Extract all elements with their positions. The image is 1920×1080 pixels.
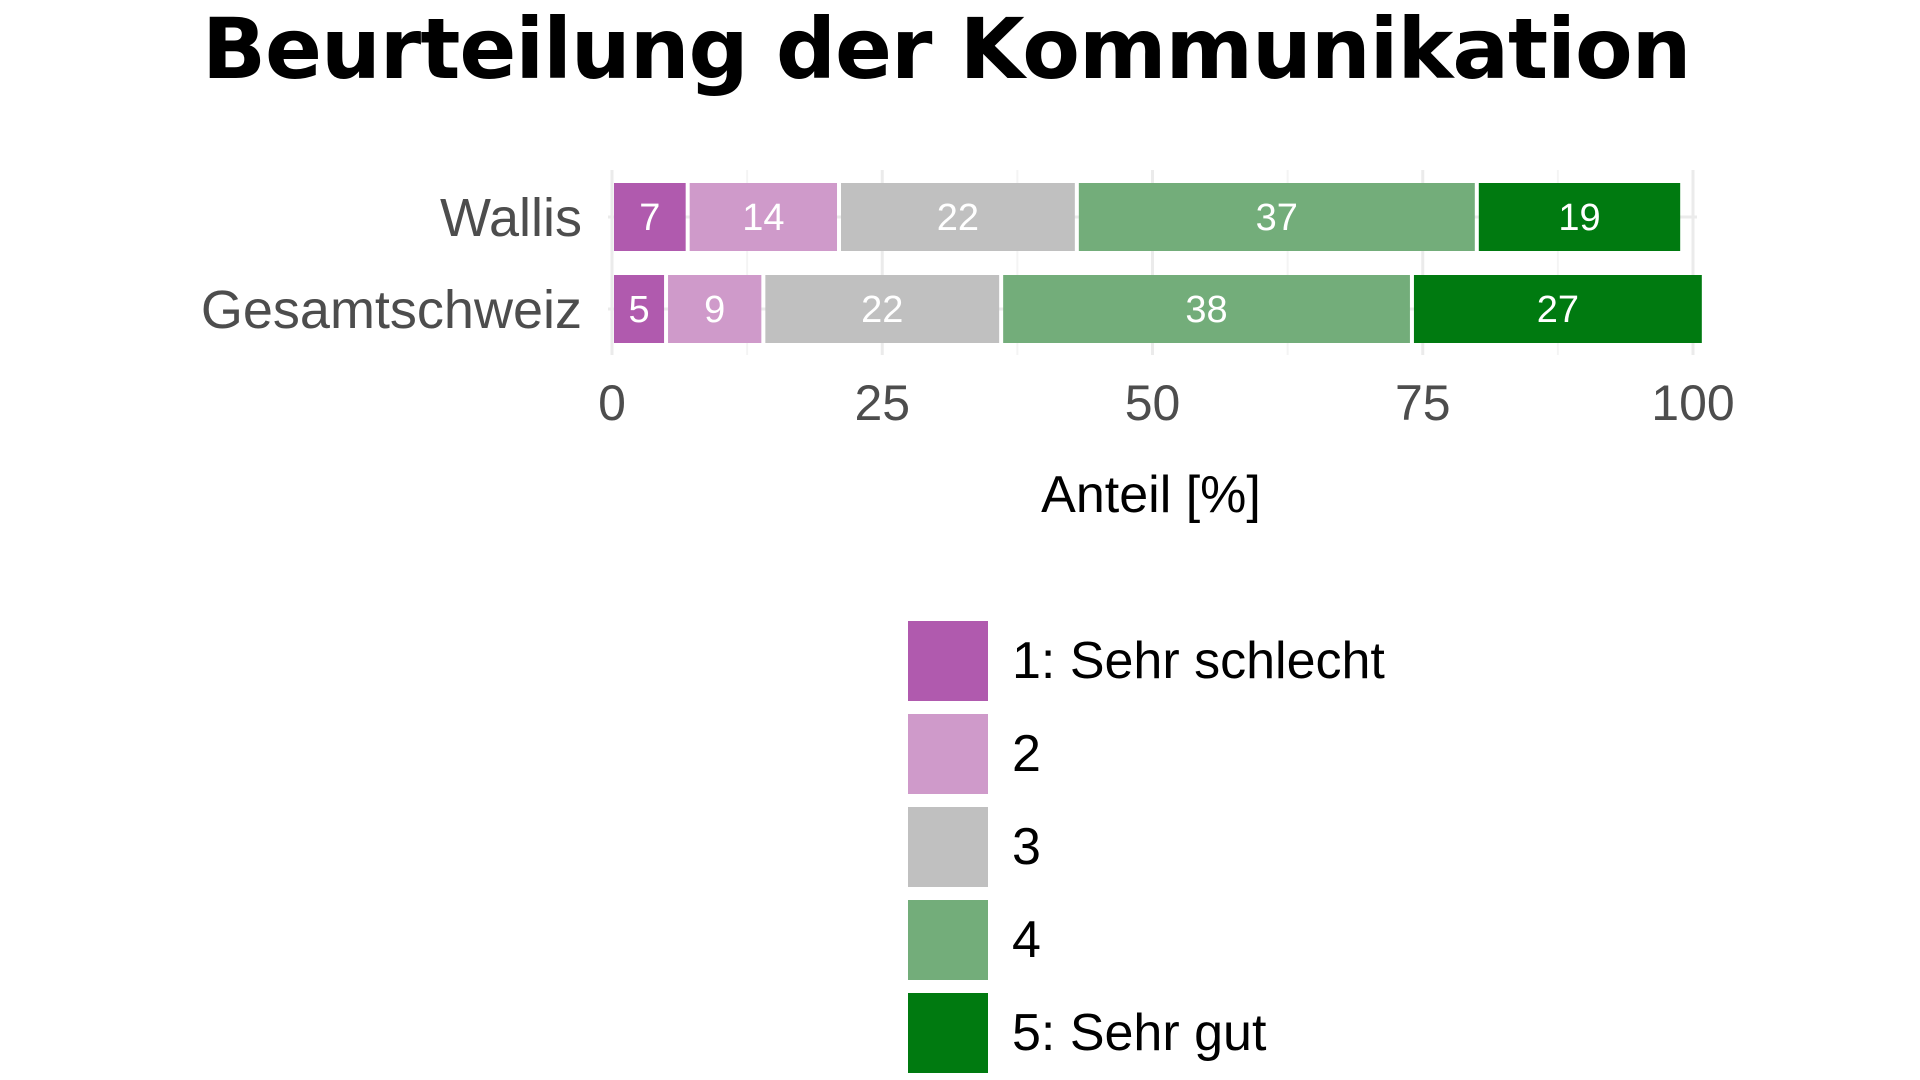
bar-value-label: 14 [742, 197, 784, 239]
x-tick-label: 25 [854, 375, 910, 431]
bar-value-label: 27 [1537, 289, 1579, 331]
bar-value-label: 38 [1185, 289, 1227, 331]
bar-segment [1478, 183, 1681, 251]
chart-title: Beurteilung der Kommunikation [202, 0, 1691, 98]
x-axis-ticks: 0 25 50 75 100 [598, 375, 1735, 431]
legend-label: 2 [1012, 724, 1041, 783]
legend: 1: Sehr schlecht 2 3 4 5: Sehr gut [908, 614, 1385, 1079]
bar-segment [765, 275, 1000, 343]
category-labels: Wallis Gesamtschweiz [201, 188, 582, 340]
legend-item: 2 [908, 707, 1385, 800]
bar-value-label: 19 [1558, 197, 1600, 239]
legend-item: 3 [908, 800, 1385, 893]
stacked-bar-chart: 7 14 22 37 19 5 9 22 38 27 Wallis Gesamtschweiz 0 2… [201, 170, 1735, 524]
bar-segment [1413, 275, 1702, 343]
bars [614, 183, 1702, 343]
legend-item: 5: Sehr gut [908, 986, 1385, 1079]
bar-value-label: 9 [704, 289, 725, 331]
bar-value-label: 37 [1256, 197, 1298, 239]
bar-value-label: 22 [861, 289, 903, 331]
legend-label: 3 [1012, 817, 1041, 876]
bar-segment [1078, 183, 1475, 251]
legend-item: 1: Sehr schlecht [908, 614, 1385, 707]
legend-swatch [908, 620, 988, 701]
legend-swatch [908, 899, 988, 980]
legend-item: 4 [908, 893, 1385, 986]
bar-segment [614, 275, 665, 343]
category-label: Gesamtschweiz [201, 280, 582, 340]
bar-segment [1003, 275, 1410, 343]
legend-label: 5: Sehr gut [1012, 1003, 1267, 1062]
legend-swatch [908, 992, 988, 1073]
x-tick-label: 75 [1395, 375, 1451, 431]
bar-segment [841, 183, 1075, 251]
x-tick-label: 0 [598, 375, 626, 431]
bar-value-label: 7 [639, 197, 660, 239]
bar-segment [614, 183, 686, 251]
legend-label: 1: Sehr schlecht [1012, 631, 1385, 690]
x-axis-label: Anteil [%] [1041, 466, 1261, 524]
legend-swatch [908, 713, 988, 794]
bar-value-label: 22 [937, 197, 979, 239]
category-label: Wallis [440, 188, 582, 248]
legend-swatch [908, 806, 988, 887]
bar-segment [689, 183, 838, 251]
legend-label: 4 [1012, 910, 1041, 969]
bar-value-label: 5 [628, 289, 649, 331]
x-tick-label: 50 [1125, 375, 1181, 431]
bar-value-labels: 7 14 22 37 19 5 9 22 38 27 [628, 197, 1600, 331]
bar-segment [668, 275, 762, 343]
x-tick-label: 100 [1651, 375, 1734, 431]
